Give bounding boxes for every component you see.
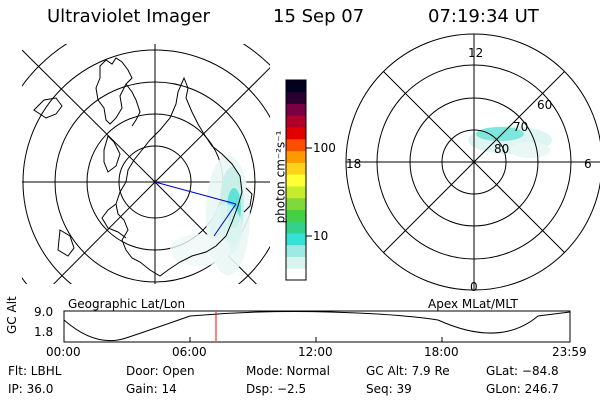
colorbar-band bbox=[286, 244, 306, 257]
colorbar-band bbox=[286, 162, 306, 175]
coastlines bbox=[33, 57, 253, 277]
mlt-label-18: 18 bbox=[346, 157, 362, 171]
aurora-mag-inner bbox=[476, 127, 524, 141]
mlat-label-60: 60 bbox=[537, 98, 553, 112]
timeline-ytick-bottom: 1.8 bbox=[34, 325, 54, 339]
filter-readout: Flt: LBHL bbox=[8, 364, 62, 378]
geo-map-caption: Geographic Lat/Lon bbox=[68, 297, 186, 311]
mlt-label-0: 0 bbox=[470, 280, 478, 294]
colorbar-band bbox=[286, 185, 306, 199]
timeline-xtick-3: 18:00 bbox=[424, 345, 459, 359]
colorbar-band bbox=[286, 138, 306, 152]
glon-readout: GLon: 246.7 bbox=[486, 382, 559, 396]
mlt-label-6: 6 bbox=[584, 157, 592, 171]
timeline-ytick-top: 9.0 bbox=[34, 305, 54, 319]
dsp-readout: Dsp: −2.5 bbox=[246, 382, 307, 396]
mlt-label-12: 12 bbox=[468, 46, 484, 60]
colorbar-band bbox=[286, 127, 306, 140]
timeline-xtick-2: 12:00 bbox=[298, 345, 333, 359]
instrument-title: Ultraviolet Imager bbox=[47, 6, 210, 27]
colorbar-band bbox=[286, 232, 306, 246]
colorbar-band bbox=[286, 268, 306, 281]
colorbar-label-10: 10 bbox=[313, 229, 329, 243]
colorbar-band bbox=[286, 91, 306, 105]
glat-readout: GLat: −84.8 bbox=[486, 364, 559, 378]
door-readout: Door: Open bbox=[126, 364, 195, 378]
timeline-ticks bbox=[63, 337, 571, 342]
ip-readout: IP: 36.0 bbox=[8, 382, 54, 396]
terminator-line bbox=[213, 203, 237, 237]
timeline-frame bbox=[63, 310, 571, 343]
colorbar-band bbox=[286, 150, 306, 163]
geographic-map bbox=[22, 44, 270, 284]
mlat-label-80: 80 bbox=[494, 142, 510, 156]
mlt-meridians bbox=[346, 34, 600, 290]
orbit-timeline bbox=[63, 310, 571, 343]
colorbar bbox=[286, 80, 306, 281]
colorbar-band bbox=[286, 256, 306, 269]
timeline-xtick-1: 06:00 bbox=[172, 345, 207, 359]
colorbar-band bbox=[286, 197, 306, 210]
colorbar-band bbox=[286, 115, 306, 128]
colorbar-frame bbox=[285, 79, 307, 281]
sun-direction-line bbox=[154, 181, 237, 205]
colorbar-unit-label: photon cm⁻²s⁻¹ bbox=[273, 130, 288, 224]
mag-map-caption: Apex MLat/MLT bbox=[428, 297, 518, 311]
date-label: 15 Sep 07 bbox=[273, 6, 365, 27]
mlat-label-70: 70 bbox=[513, 120, 529, 134]
magnetic-map bbox=[345, 33, 600, 291]
timeline-xtick-4: 23:59 bbox=[552, 345, 587, 359]
seq-readout: Seq: 39 bbox=[366, 382, 412, 396]
colorbar-label-100: 100 bbox=[313, 141, 336, 155]
colorbar-band bbox=[286, 174, 306, 187]
colorbar-band bbox=[286, 103, 306, 116]
time-label: 07:19:34 UT bbox=[428, 6, 539, 27]
colorbar-band bbox=[286, 80, 306, 93]
gain-readout: Gain: 14 bbox=[126, 382, 177, 396]
gcalt-readout: GC Alt: 7.9 Re bbox=[366, 364, 450, 378]
colorbar-band bbox=[286, 209, 306, 222]
mode-readout: Mode: Normal bbox=[246, 364, 330, 378]
aurora-mag-tail bbox=[510, 142, 550, 158]
timeline-axis-label: GC Alt bbox=[5, 296, 19, 334]
timeline-xtick-0: 00:00 bbox=[46, 345, 81, 359]
altitude-curve bbox=[63, 311, 571, 342]
colorbar-band bbox=[286, 221, 306, 234]
